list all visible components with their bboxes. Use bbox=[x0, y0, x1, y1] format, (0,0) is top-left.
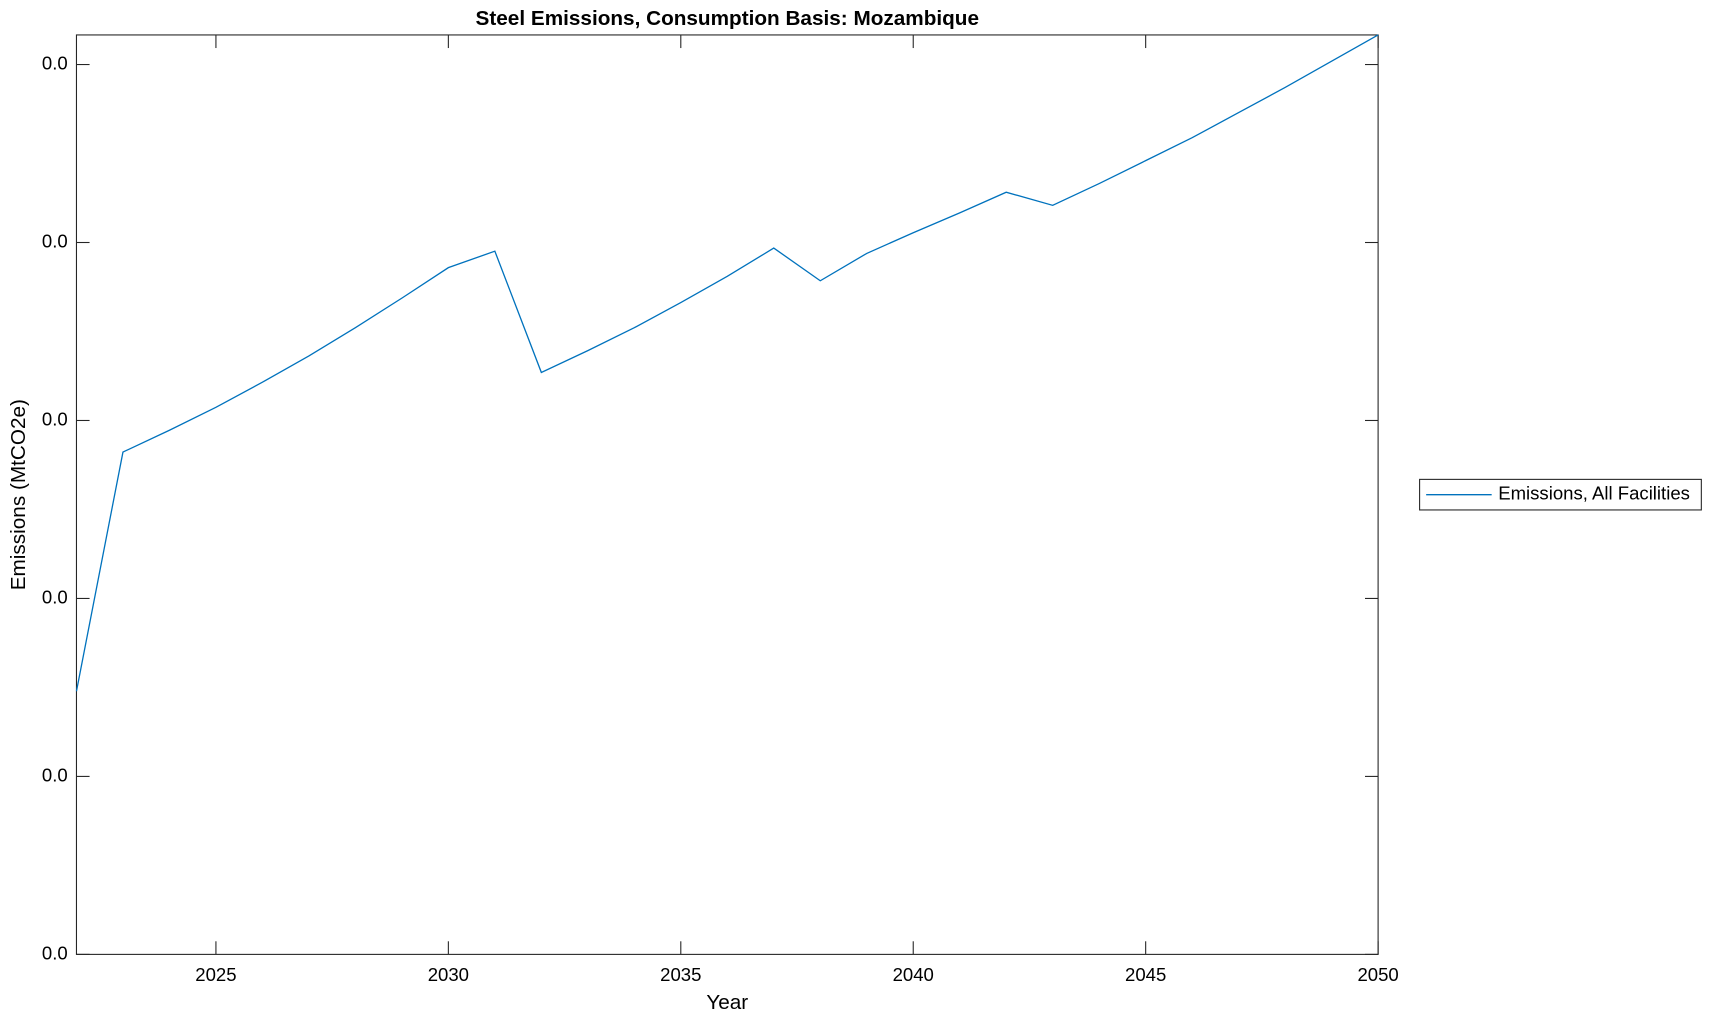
x-tick-label: 2045 bbox=[1125, 964, 1166, 985]
x-tick-label: 2040 bbox=[893, 964, 934, 985]
x-axis-label: Year bbox=[706, 991, 748, 1014]
plot-box bbox=[75, 34, 1379, 955]
data-line bbox=[75, 34, 1379, 692]
y-axis-label: Emissions (MtCO2e) bbox=[7, 399, 30, 590]
y-tick-label: 0.0 bbox=[42, 586, 68, 607]
x-tick-label: 2050 bbox=[1357, 964, 1398, 985]
x-tick-label: 2035 bbox=[660, 964, 701, 985]
y-tick-label: 0.0 bbox=[42, 52, 68, 73]
y-tick-label: 0.0 bbox=[42, 942, 68, 963]
y-tick-label: 0.0 bbox=[42, 230, 68, 251]
y-tick-label: 0.0 bbox=[42, 408, 68, 429]
y-tick-label: 0.0 bbox=[42, 764, 68, 785]
x-tick-label: 2030 bbox=[428, 964, 469, 985]
legend-label: Emissions, All Facilities bbox=[1498, 483, 1690, 504]
chart-title: Steel Emissions, Consumption Basis: Moza… bbox=[476, 7, 979, 30]
x-tick-label: 2025 bbox=[195, 964, 236, 985]
